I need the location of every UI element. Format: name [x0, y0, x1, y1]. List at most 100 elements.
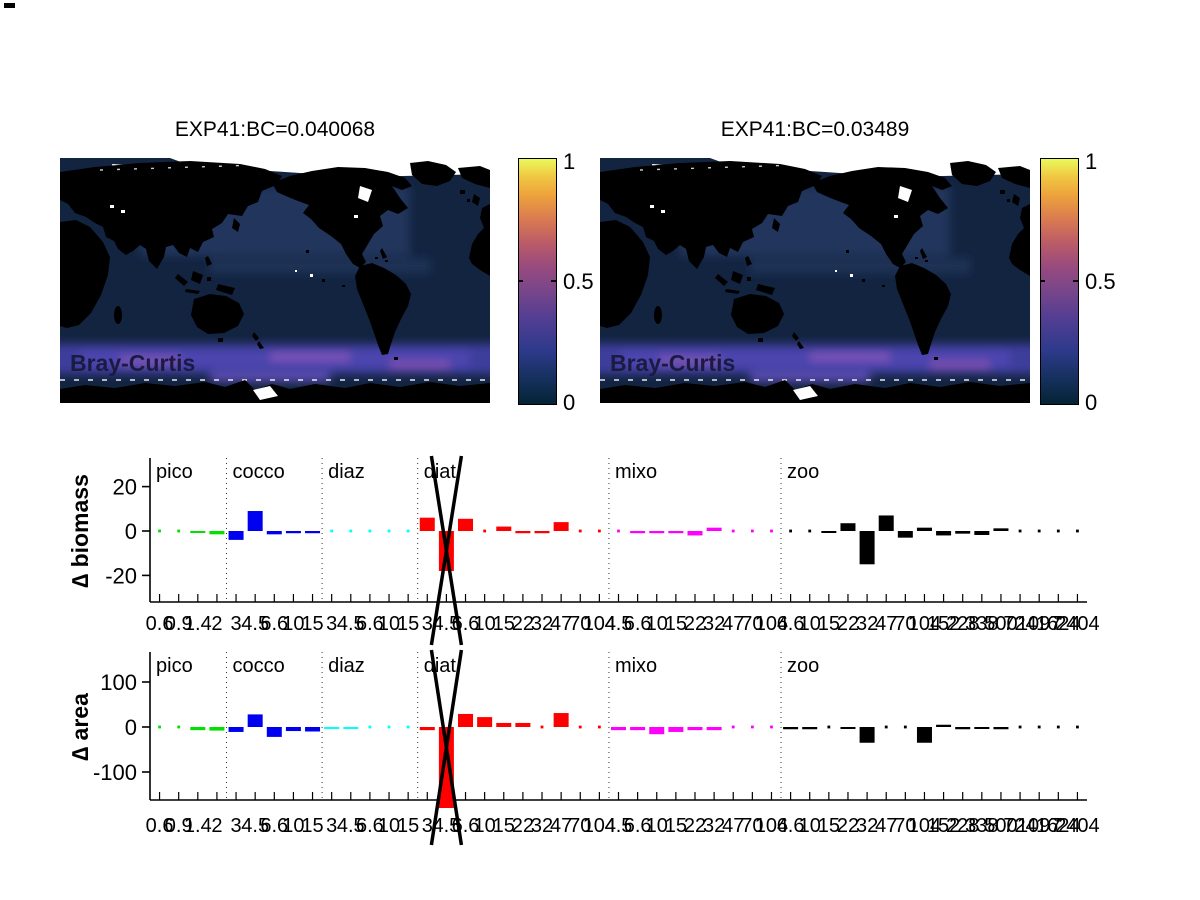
bar-dot-diaz	[368, 529, 372, 533]
bar-diat	[553, 713, 569, 727]
colorbar-2-label-mid: 0.5	[1085, 269, 1116, 294]
clip-x-mark	[429, 649, 464, 846]
bar-dot-mixo	[770, 725, 773, 729]
bar-diat	[458, 713, 474, 727]
bar-mixo	[706, 727, 722, 731]
bar-mixo	[687, 531, 703, 536]
x-tick-label: 47	[875, 613, 897, 635]
x-tick-label: 2404	[1055, 815, 1100, 837]
x-tick-label: 10	[646, 815, 668, 837]
bar-zoo	[802, 727, 818, 730]
x-tick-label: 15	[665, 815, 687, 837]
bar-dot-mixo	[750, 725, 754, 729]
bar-diat	[419, 517, 435, 531]
x-tick-label: 10	[474, 613, 496, 635]
x-tick-label: 104	[908, 815, 941, 837]
bar-cocco	[266, 727, 282, 737]
x-tick-label: 15	[493, 815, 515, 837]
bar-cocco	[228, 727, 244, 732]
bar-diat	[515, 531, 531, 534]
colorbar-2-label-top: 1	[1085, 149, 1098, 174]
bar-zoo	[936, 531, 952, 536]
x-tick-label: 10	[282, 613, 304, 635]
x-tick-label: 15	[818, 613, 840, 635]
colorbar-2-label-bottom: 0	[1085, 390, 1098, 415]
bar-dot-mixo	[617, 529, 620, 533]
bar-zoo	[821, 531, 837, 533]
x-tick-label: 32	[703, 815, 725, 837]
bar-dot-diaz	[368, 725, 372, 729]
x-tick-label: 500	[984, 815, 1017, 837]
x-tick-label: 22	[684, 613, 706, 635]
colorbar-1-label-bottom: 0	[563, 390, 576, 415]
bar-dot-pico	[177, 725, 181, 729]
x-tick-label: 6.6	[624, 613, 652, 635]
x-tick-label: 0.6	[146, 815, 174, 837]
bar-dot-zoo	[789, 529, 793, 533]
x-tick-label: 152	[927, 815, 960, 837]
x-tick-label: 6.6	[624, 815, 652, 837]
bar-mixo	[630, 727, 646, 731]
x-tick-label: 228	[946, 613, 979, 635]
x-tick-label: 10	[646, 613, 668, 635]
bar-zoo	[955, 727, 971, 730]
bar-zoo	[783, 727, 799, 730]
x-tick-label: 4.5	[432, 613, 460, 635]
bar-dot-zoo	[1037, 725, 1041, 729]
x-tick-label: 70	[894, 815, 916, 837]
y-tick-label: 0	[125, 715, 137, 740]
x-tick-label: 10	[282, 815, 304, 837]
x-tick-label: 32	[703, 613, 725, 635]
x-tick-label: 4.5	[337, 613, 365, 635]
x-tick-label: 6.6	[777, 815, 805, 837]
x-tick-label: 338	[965, 613, 998, 635]
x-tick-label: 15	[665, 613, 687, 635]
bar-dot-diaz	[349, 529, 353, 533]
bar-zoo	[993, 727, 1009, 730]
bar-diat	[458, 518, 474, 531]
x-tick-label: 1097	[1017, 815, 1062, 837]
x-tick-label: 47	[550, 815, 572, 837]
bar-zoo	[936, 724, 952, 727]
x-tick-label: 10	[378, 613, 400, 635]
x-tick-label: 22	[684, 815, 706, 837]
y-tick-label: 0	[125, 519, 137, 544]
x-tick-label: 70	[569, 815, 591, 837]
bar-cocco	[228, 531, 244, 540]
bar-dot-diat	[483, 529, 487, 533]
bar-mixo	[611, 727, 626, 731]
bar-dot-zoo	[1056, 529, 1060, 533]
group-label-mixo: mixo	[615, 655, 657, 677]
bar-zoo	[859, 727, 875, 743]
bar-cocco	[285, 531, 301, 534]
bar-diaz	[324, 727, 340, 729]
x-tick-label: 0.9	[165, 613, 193, 635]
bar-diat	[553, 522, 569, 531]
x-tick-label: 3	[326, 613, 337, 635]
bar-dot-zoo	[1076, 725, 1079, 729]
x-tick-label: 15	[301, 815, 323, 837]
x-tick-label: 47	[722, 613, 744, 635]
colorbar-1-midtick-right	[551, 280, 556, 282]
x-tick-label: 724	[1003, 613, 1036, 635]
x-tick-label: 2	[211, 613, 222, 635]
group-label-cocco: cocco	[232, 655, 284, 677]
bar-dot-mixo	[750, 529, 754, 533]
bar-dot-zoo	[827, 725, 831, 729]
x-tick-label: 70	[894, 613, 916, 635]
x-tick-label: 4.5	[241, 613, 269, 635]
x-tick-label: 22	[837, 815, 859, 837]
x-tick-label: 15	[397, 815, 419, 837]
bar-dot-diaz	[387, 725, 391, 729]
x-tick-label: 3	[422, 815, 433, 837]
bar-dot-zoo	[1018, 529, 1022, 533]
x-tick-label: 32	[856, 815, 878, 837]
x-tick-label: 4.5	[605, 613, 633, 635]
bar-dot-pico	[177, 529, 181, 533]
bar-zoo	[859, 531, 875, 565]
x-tick-label: 10	[474, 815, 496, 837]
bar-dot-pico	[158, 725, 161, 729]
y-axis-title: ∆ area	[67, 693, 93, 761]
x-tick-label: 0.9	[165, 815, 193, 837]
